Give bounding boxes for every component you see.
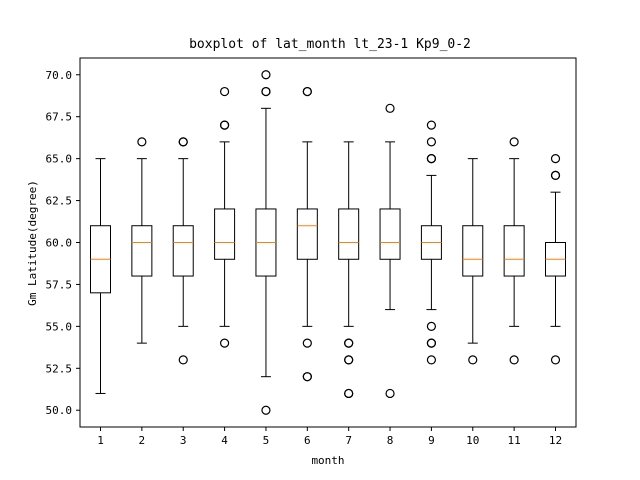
iqr-box [131,225,153,277]
outlier-point [219,86,230,97]
outlier-point [426,154,437,164]
box-month-3 [172,137,194,365]
box-month-4 [214,86,236,348]
x-tick-label: 3 [180,434,187,447]
outlier-point [426,137,437,147]
chart-title: boxplot of lat_month lt_23-1 Kp9_0-2 [189,37,471,52]
outlier-point [178,137,188,147]
outlier-point [261,86,271,97]
y-tick-label: 65.0 [46,153,73,166]
y-tick-label: 55.0 [46,320,73,333]
box-month-8 [379,103,401,399]
outlier-point [302,372,312,382]
outlier-point [550,170,561,181]
outlier-point [550,355,561,365]
outlier-point [550,154,561,164]
outlier-point [302,338,312,348]
x-tick-label: 11 [508,434,521,447]
box-month-10 [462,158,484,365]
outlier-point [426,338,437,348]
iqr-box [338,208,360,260]
x-tick-label: 10 [466,434,479,447]
outlier-point [385,388,395,399]
y-tick-label: 62.5 [46,195,73,208]
outlier-point [219,120,230,130]
outlier-point [426,120,437,130]
outlier-point [344,338,354,348]
outlier-point [509,355,519,365]
y-tick-label: 67.5 [46,111,73,124]
y-axis-label: Gm Latitude(degree) [26,180,39,306]
box-month-6 [296,86,318,382]
box-month-1 [90,158,111,394]
iqr-box [462,225,484,277]
x-tick-label: 6 [304,434,311,447]
box-month-12 [545,154,566,365]
box-month-9 [420,120,442,365]
outlier-point [426,355,437,365]
boxes-group [90,70,566,415]
iqr-box [379,208,401,260]
x-tick-label: 5 [263,434,270,447]
outlier-point [261,70,271,80]
outlier-point [426,321,437,331]
iqr-box [172,225,194,277]
box-month-7 [338,141,360,399]
outlier-point [385,103,395,113]
outlier-point [468,355,478,365]
y-axis: 50.0 52.5 55.0 57.5 60.0 62.5 65.0 67.5 70.0 [46,69,80,417]
x-axis-label: month [311,454,344,467]
outlier-point [261,405,271,415]
outlier-point [137,137,147,147]
x-tick-label: 12 [549,434,562,447]
iqr-box [214,208,236,260]
box-month-5 [255,70,277,415]
y-tick-label: 60.0 [46,237,73,250]
y-tick-label: 70.0 [46,69,73,82]
iqr-box [503,225,525,277]
x-tick-label: 2 [139,434,146,447]
box-month-2 [131,137,153,344]
outlier-point [219,338,230,348]
y-tick-label: 52.5 [46,362,73,375]
outlier-point [178,355,188,365]
outlier-point [344,355,354,365]
iqr-box [296,208,318,260]
x-tick-label: 1 [97,434,104,447]
x-tick-label: 4 [221,434,228,447]
y-tick-label: 50.0 [46,404,73,417]
x-axis: 1 2 3 4 5 6 7 8 9 10 11 12 [97,427,562,447]
outlier-point [344,388,354,399]
box-month-11 [503,137,525,365]
outlier-point [302,86,312,97]
x-tick-label: 9 [428,434,435,447]
plot-frame [79,57,577,428]
x-tick-label: 7 [345,434,352,447]
x-tick-label: 8 [387,434,394,447]
y-tick-label: 57.5 [46,278,73,291]
outlier-point [509,137,519,147]
